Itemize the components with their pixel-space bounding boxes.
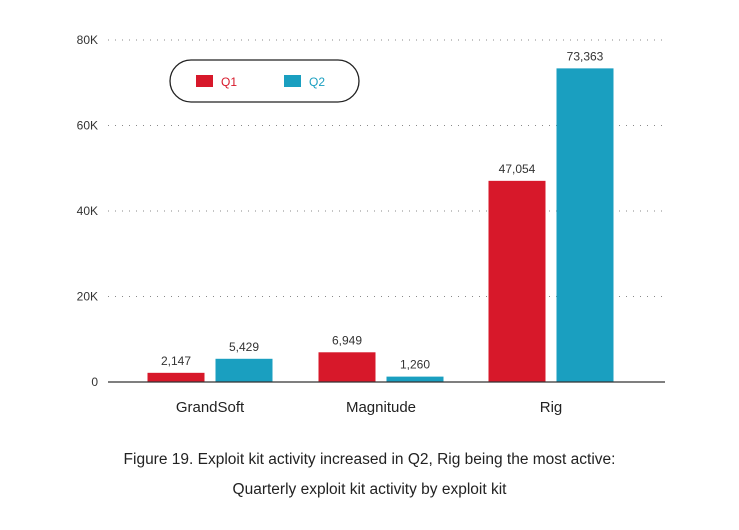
bar-q1-grandsoft	[147, 372, 205, 382]
value-label: 47,054	[499, 162, 536, 176]
bars	[147, 68, 614, 383]
legend: Q1 Q2	[169, 59, 360, 103]
figure-caption-line-1: Figure 19. Exploit kit activity increase…	[123, 451, 616, 468]
legend-label-q2: Q2	[309, 75, 325, 89]
category-label: GrandSoft	[176, 399, 245, 416]
legend-frame	[169, 59, 360, 103]
y-tick-label: 80K	[77, 33, 98, 47]
value-label: 2,147	[161, 354, 191, 368]
y-tick-label: 60K	[77, 119, 98, 133]
y-tick-label: 40K	[77, 204, 98, 218]
legend-label-q1: Q1	[221, 75, 237, 89]
value-label: 1,260	[400, 358, 430, 372]
value-label: 6,949	[332, 333, 362, 347]
y-tick-label: 0	[91, 375, 98, 389]
bar-q1-rig	[488, 180, 546, 382]
figure-caption-line-2: Quarterly exploit kit activity by exploi…	[232, 481, 507, 498]
category-label: Magnitude	[346, 399, 416, 416]
value-labels: 2,147 5,429 6,949 1,260 47,054 73,363	[161, 49, 604, 371]
exploit-kit-bar-chart: 0 20K 40K 60K 80K 2,147 5,429 6,949 1,260 47,054…	[77, 33, 665, 416]
legend-swatch-q2	[284, 75, 301, 87]
bar-q2-grandsoft	[215, 358, 273, 382]
legend-swatch-q1	[196, 75, 213, 87]
y-axis-ticks: 0 20K 40K 60K 80K	[77, 33, 99, 389]
y-tick-label: 20K	[77, 290, 98, 304]
bar-q2-rig	[556, 68, 614, 383]
category-labels: GrandSoft Magnitude Rig	[176, 399, 562, 416]
value-label: 5,429	[229, 340, 259, 354]
bar-q2-magnitude	[386, 376, 444, 382]
category-label: Rig	[540, 399, 563, 416]
value-label: 73,363	[567, 49, 604, 63]
bar-q1-magnitude	[318, 352, 376, 382]
